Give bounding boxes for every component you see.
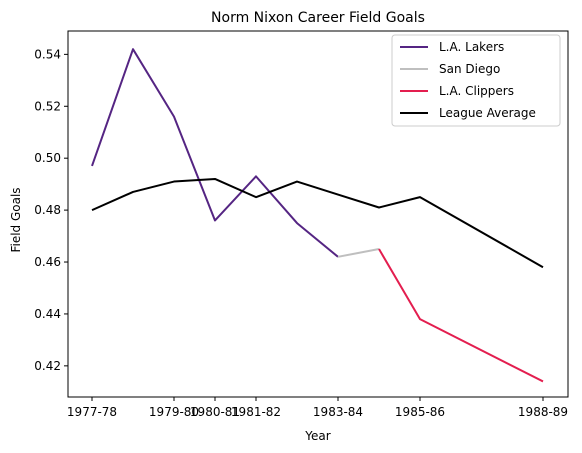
y-tick-label: 0.44	[34, 307, 61, 321]
legend-box	[391, 34, 561, 127]
y-tick-label: 0.46	[34, 255, 61, 269]
x-tick-label: 1981-82	[231, 405, 281, 419]
x-tick-label: 1980-81	[190, 405, 240, 419]
y-tick-label: 0.42	[34, 359, 61, 373]
x-tick-label: 1988-89	[518, 405, 568, 419]
legend-label: L.A. Lakers	[439, 40, 504, 54]
y-tick-label: 0.50	[34, 151, 61, 165]
plot-frame	[67, 30, 569, 398]
series-line-3	[91, 177, 544, 269]
y-axis-label: Field Goals	[9, 187, 23, 252]
x-tick-label: 1985-86	[395, 405, 445, 419]
legend-label: San Diego	[439, 62, 500, 76]
plot-area	[91, 48, 544, 383]
x-tick-label: 1977-78	[67, 405, 117, 419]
y-tick-label: 0.48	[34, 203, 61, 217]
legend-label: League Average	[439, 106, 536, 120]
legend: L.A. Lakers San Diego L.A. Clippers League …	[391, 34, 561, 127]
x-tick-label: 1979-80	[149, 405, 199, 419]
x-axis-label: Year	[304, 429, 330, 443]
series-line-2	[378, 248, 544, 383]
chart-title: Norm Nixon Career Field Goals	[211, 10, 425, 26]
x-tick-label: 1983-84	[313, 405, 363, 419]
y-tick-label: 0.52	[34, 99, 61, 113]
series-line-1	[337, 248, 380, 258]
series-line-0	[91, 48, 339, 258]
y-tick-label: 0.54	[34, 47, 61, 61]
legend-label: L.A. Clippers	[439, 84, 514, 98]
